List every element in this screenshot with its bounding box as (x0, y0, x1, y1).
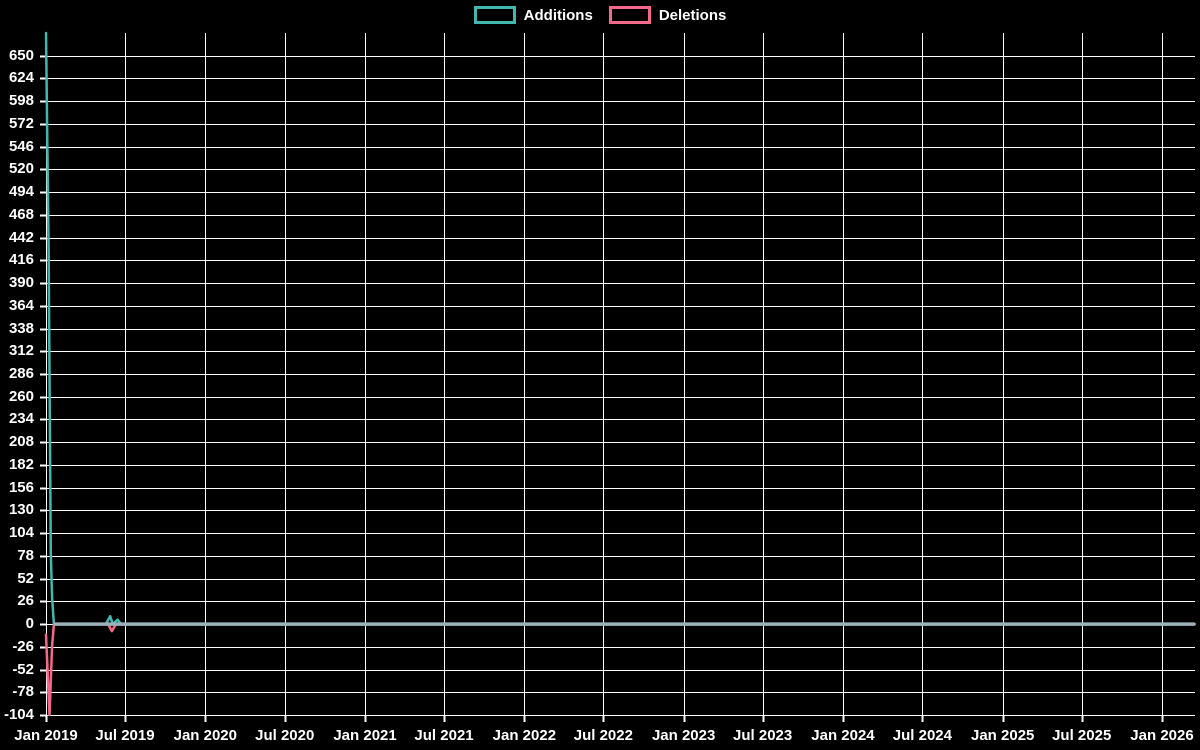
x-axis-tick-label: Jan 2021 (333, 727, 397, 744)
y-axis-tick-label: 234 (8, 410, 34, 428)
x-axis-tick-label: Jul 2022 (573, 727, 633, 744)
y-axis-tick-label: 650 (8, 46, 34, 64)
y-axis-tick-label: -52 (12, 660, 34, 678)
x-axis-tick-label: Jan 2019 (14, 727, 78, 744)
y-axis-tick-label: 130 (8, 501, 34, 519)
x-axis-tick-label: Jul 2021 (414, 727, 474, 744)
y-axis-tick-label: 494 (8, 183, 34, 201)
x-axis-tick-label: Jul 2020 (255, 727, 315, 744)
legend-label-additions: Additions (523, 6, 593, 24)
deletions-line (44, 622, 1196, 717)
y-axis-tick-label: 182 (8, 455, 34, 473)
y-axis-tick-label: 26 (17, 592, 34, 610)
y-axis-tick-label: 78 (17, 546, 34, 564)
y-axis-tick-label: 390 (8, 274, 34, 292)
y-axis-tick-label: 312 (8, 342, 34, 360)
y-axis-tick-label: 0 (25, 615, 34, 633)
y-axis-tick-label: 286 (8, 365, 34, 382)
additions-swatch-icon (473, 6, 516, 24)
y-axis-tick-label: 546 (8, 137, 34, 155)
x-axis-tick-label: Jan 2024 (811, 727, 875, 744)
chart-legend: Additions Deletions (0, 6, 1200, 24)
legend-item-deletions[interactable]: Deletions (608, 6, 727, 24)
y-axis-tick-label: -104 (3, 706, 34, 723)
legend-item-additions[interactable]: Additions (473, 6, 593, 24)
deletions-swatch-icon (608, 6, 651, 24)
y-axis-tick-label: 572 (8, 114, 34, 132)
x-axis-tick-label: Jan 2025 (970, 727, 1035, 744)
x-axis-tick-label: Jul 2019 (95, 727, 155, 744)
x-axis-tick-label: Jan 2023 (651, 727, 716, 744)
y-axis-tick-label: 52 (17, 569, 34, 587)
y-axis-tick-label: 442 (8, 228, 34, 246)
x-axis-tick-label: Jul 2025 (1052, 727, 1112, 744)
x-axis-tick-label: Jul 2023 (733, 727, 793, 744)
y-axis-tick-label: 260 (8, 387, 34, 405)
x-axis-tick-label: Jan 2026 (1130, 727, 1194, 744)
y-axis-tick-label: 416 (8, 251, 34, 269)
x-axis-tick-label: Jan 2022 (492, 727, 557, 744)
y-axis-tick-label: 104 (8, 524, 34, 542)
y-axis-tick-label: 156 (8, 478, 34, 496)
y-axis-tick-label: 364 (8, 296, 34, 314)
x-axis-tick-label: Jul 2024 (892, 727, 952, 744)
y-axis-tick-label: 520 (8, 160, 34, 178)
y-axis-tick-label: -26 (12, 637, 34, 655)
y-axis-tick-label: 468 (8, 205, 34, 223)
y-axis-tick-label: 624 (8, 69, 34, 87)
additions-line (44, 31, 1196, 626)
y-axis-tick-label: 208 (8, 433, 34, 451)
y-axis-tick-label: -78 (12, 683, 34, 701)
y-axis-tick-label: 338 (8, 319, 34, 337)
y-axis-tick-label: 598 (8, 92, 34, 110)
x-axis-tick-label: Jan 2020 (173, 727, 237, 744)
legend-label-deletions: Deletions (658, 6, 727, 24)
